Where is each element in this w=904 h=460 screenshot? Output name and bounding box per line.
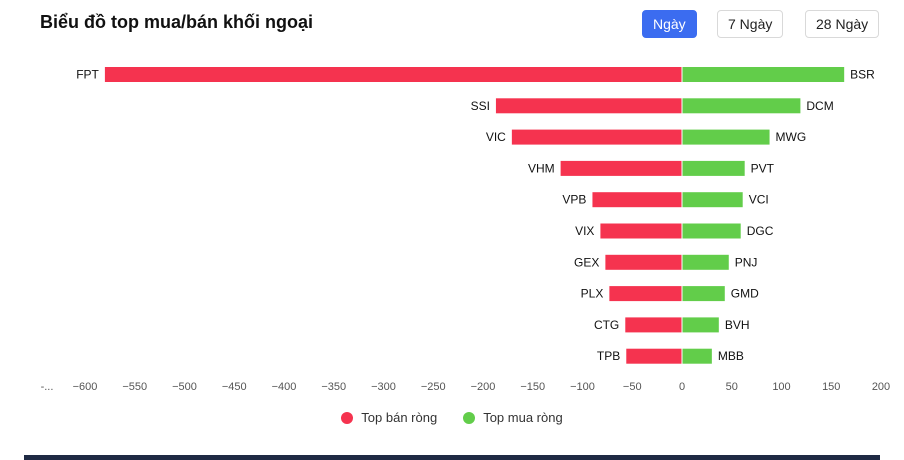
bar-buy-pnj[interactable] — [682, 254, 729, 270]
bar-label-buy: GMD — [731, 287, 759, 301]
bar-label-sell: PLX — [581, 287, 604, 301]
tab-7-ngày[interactable]: 7 Ngày — [717, 10, 784, 38]
x-tick-label: −350 — [321, 381, 346, 393]
bar-label-buy: MBB — [718, 349, 744, 363]
bar-sell-ssi[interactable] — [495, 98, 682, 114]
bar-label-sell: GEX — [574, 255, 599, 269]
legend-dot-buy — [463, 411, 476, 424]
bar-chart: FPT BSR SSI DCM VIC MWG VHM PVT VPB VCI VIX DGC GEX P… — [41, 67, 890, 393]
bar-label-buy: MWG — [776, 130, 807, 144]
x-tick-label: −200 — [471, 381, 496, 393]
x-tick-label: 50 — [726, 381, 738, 393]
bar-label-buy: PVT — [751, 161, 775, 175]
x-tick-label: 150 — [822, 381, 840, 393]
x-tick-label: −400 — [272, 381, 297, 393]
bar-sell-vic[interactable] — [511, 129, 682, 145]
period-tabs: Ngày 7 Ngày 28 Ngày — [642, 10, 882, 38]
bar-buy-bsr[interactable] — [682, 67, 845, 82]
bar-label-buy: BSR — [850, 68, 875, 82]
chart-legend: Top bán ròng Top mua ròng — [0, 410, 904, 425]
x-tick-label: −150 — [520, 381, 545, 393]
x-tick-label: −500 — [172, 381, 197, 393]
bar-sell-vix[interactable] — [600, 223, 682, 239]
bar-label-buy: BVH — [725, 318, 750, 332]
x-tick-label: −300 — [371, 381, 396, 393]
x-tick-label: −100 — [570, 381, 595, 393]
legend-item-buy[interactable]: Top mua ròng — [463, 410, 563, 425]
page-title: Biểu đồ top mua/bán khối ngoại — [40, 12, 313, 32]
bar-label-buy: VCI — [749, 193, 769, 207]
tab-28-ngày[interactable]: 28 Ngày — [805, 10, 880, 38]
bar-label-sell: FPT — [76, 68, 99, 82]
bar-label-sell: VHM — [528, 161, 555, 175]
bar-label-buy: PNJ — [735, 255, 758, 269]
legend-label-buy: Top mua ròng — [483, 410, 563, 425]
bar-sell-plx[interactable] — [609, 286, 682, 302]
x-tick-label: −450 — [222, 381, 247, 393]
bar-sell-ctg[interactable] — [625, 317, 682, 333]
bar-label-buy: DGC — [747, 224, 774, 238]
legend-label-sell: Top bán ròng — [361, 410, 438, 425]
bar-label-sell: VIC — [486, 130, 506, 144]
bar-sell-vpb[interactable] — [592, 192, 682, 208]
bar-label-sell: VIX — [575, 224, 594, 238]
x-tick-label: −600 — [73, 381, 98, 393]
bar-buy-gmd[interactable] — [682, 286, 725, 302]
bar-label-sell: VPB — [562, 193, 586, 207]
bar-sell-gex[interactable] — [605, 254, 682, 270]
bar-label-sell: TPB — [597, 349, 620, 363]
tab-ngày[interactable]: Ngày — [642, 10, 697, 38]
bar-buy-mwg[interactable] — [682, 129, 770, 145]
x-tick-label: −50 — [623, 381, 642, 393]
bar-sell-fpt[interactable] — [104, 67, 682, 82]
bar-buy-dgc[interactable] — [682, 223, 741, 239]
x-tick-label: 200 — [872, 381, 890, 393]
bar-sell-vhm[interactable] — [560, 160, 682, 176]
bar-buy-pvt[interactable] — [682, 160, 745, 176]
x-tick-label: 0 — [679, 381, 685, 393]
bar-buy-vci[interactable] — [682, 192, 743, 208]
bar-buy-dcm[interactable] — [682, 98, 801, 114]
bottom-divider — [24, 455, 880, 460]
bar-label-sell: CTG — [594, 318, 619, 332]
x-tick-label: -... — [41, 381, 54, 393]
bar-label-sell: SSI — [471, 99, 490, 113]
legend-item-sell[interactable]: Top bán ròng — [341, 410, 437, 425]
x-tick-label: −550 — [122, 381, 147, 393]
bar-sell-tpb[interactable] — [626, 348, 682, 364]
x-tick-label: −250 — [421, 381, 446, 393]
legend-dot-sell — [341, 411, 354, 424]
x-tick-label: 100 — [772, 381, 790, 393]
bar-buy-mbb[interactable] — [682, 348, 712, 364]
bar-buy-bvh[interactable] — [682, 317, 719, 333]
bar-label-buy: DCM — [806, 99, 833, 113]
